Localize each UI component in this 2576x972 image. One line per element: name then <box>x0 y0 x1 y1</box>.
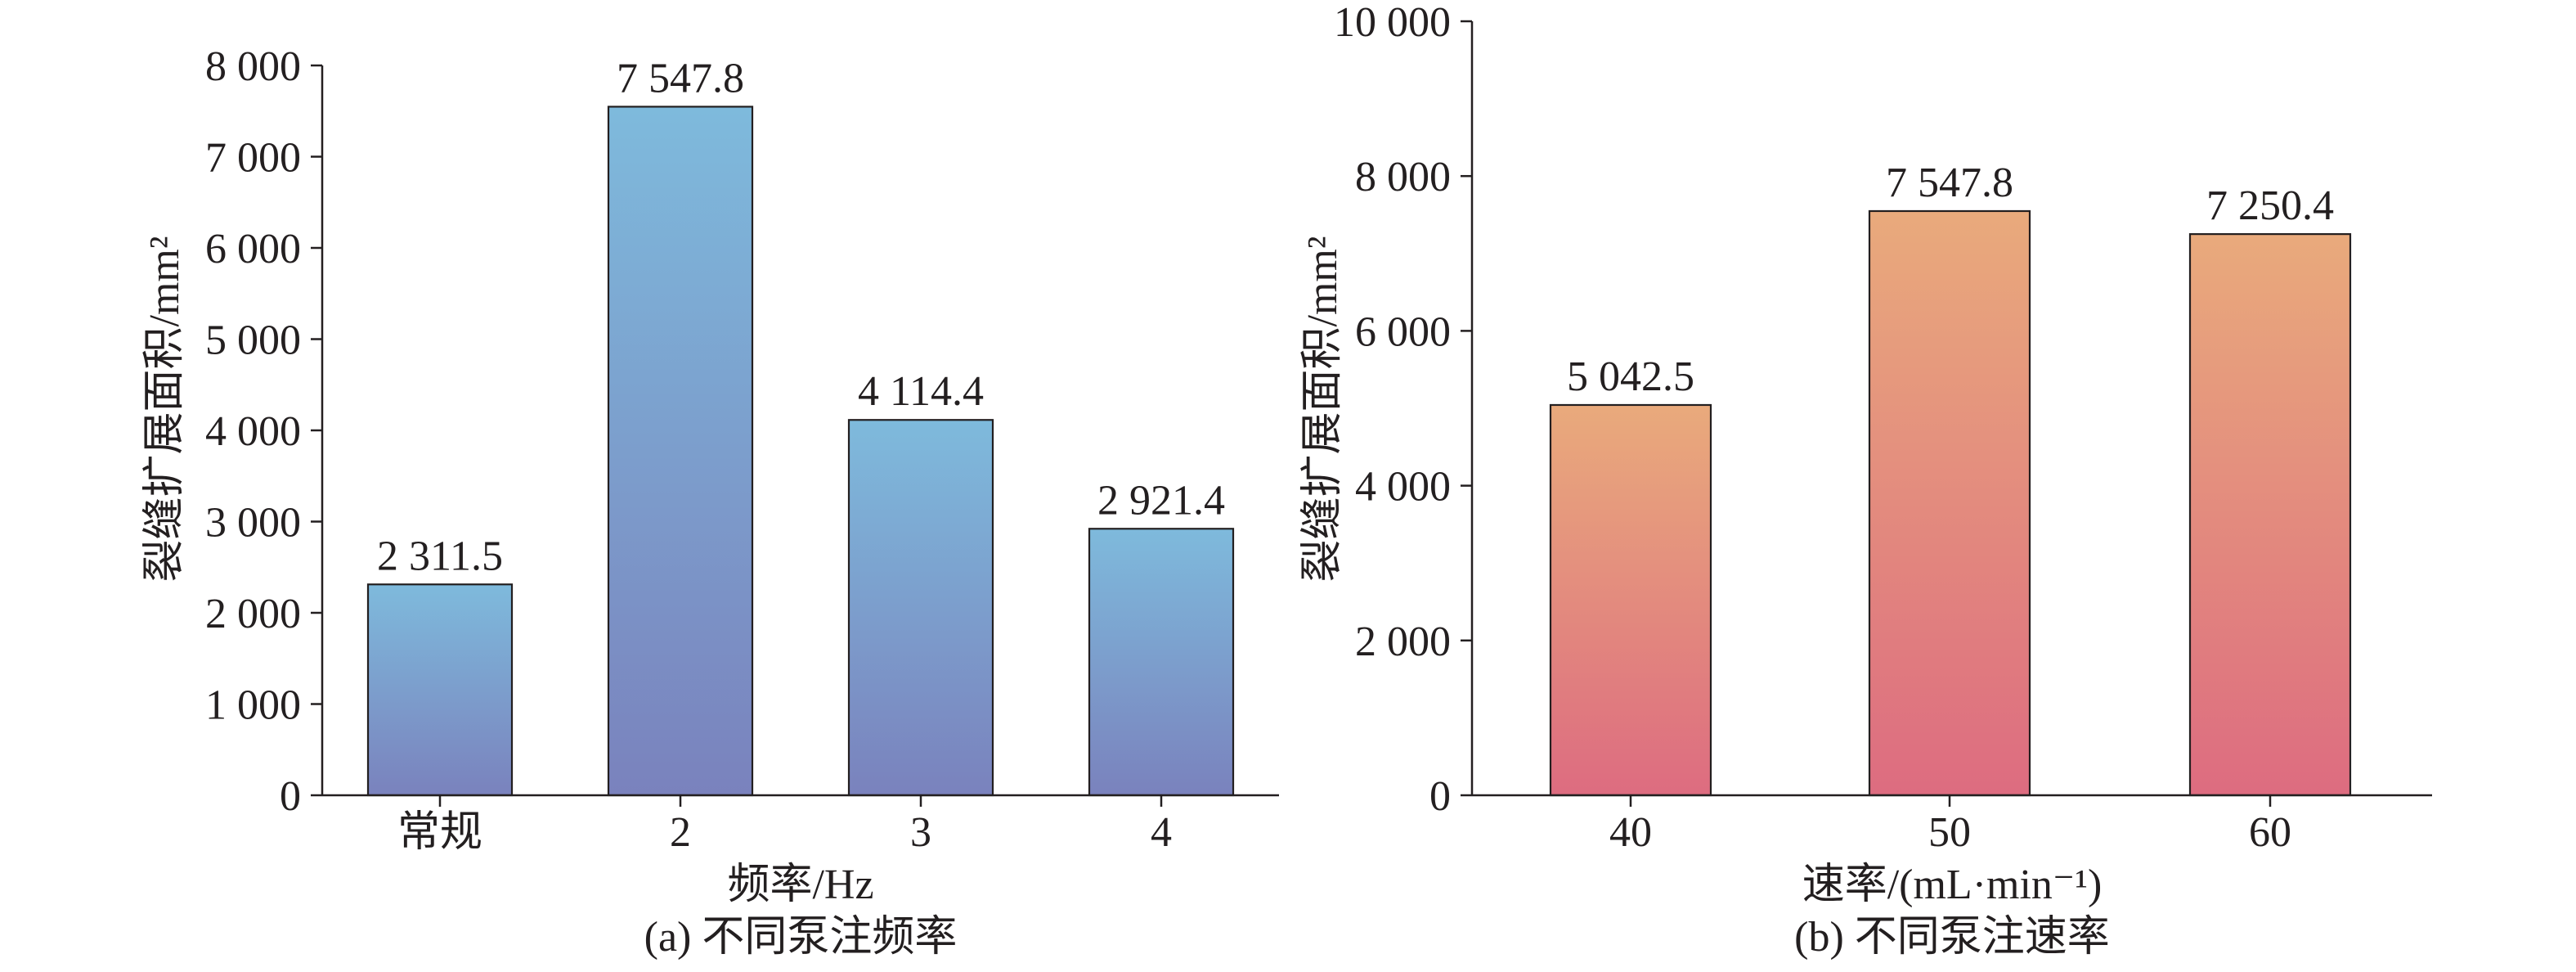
bar-value-label: 2 311.5 <box>377 533 503 579</box>
y-tick-label: 6 000 <box>1355 308 1451 355</box>
bar <box>1088 528 1235 797</box>
chart-caption: (b) 不同泵注速率 <box>1794 914 2110 961</box>
x-tick-label: 3 <box>910 809 931 856</box>
x-tick-label: 常规 <box>397 809 482 856</box>
x-tick-label: 50 <box>1928 809 1971 856</box>
y-tick-label: 10 000 <box>1334 0 1451 46</box>
x-tick-label: 2 <box>670 809 691 856</box>
chart-caption: (a) 不同泵注频率 <box>644 914 958 961</box>
x-tick-label: 60 <box>2249 809 2291 856</box>
x-axis-title: 速率/(mL·min⁻¹) <box>1802 862 2103 908</box>
x-tick-label: 40 <box>1609 809 1652 856</box>
y-axis-title: 裂缝扩展面积/mm² <box>1299 236 1346 583</box>
bar-value-label: 4 114.4 <box>858 368 984 415</box>
bar-value-label: 7 547.8 <box>617 55 744 101</box>
bar-value-label: 5 042.5 <box>1567 353 1694 400</box>
x-axis-title: 频率/Hz <box>727 862 873 908</box>
bar-value-label: 7 250.4 <box>2206 182 2334 229</box>
y-tick-label: 4 000 <box>1355 464 1451 511</box>
y-tick-label: 7 000 <box>205 135 301 182</box>
y-tick-label: 2 000 <box>205 591 301 637</box>
y-tick-label: 0 <box>280 773 301 820</box>
y-tick-label: 0 <box>1429 773 1451 820</box>
pump-rate-chart: 5 042.5 40 7 547.8 50 7 250.4 60 0 2 000 4 000 6 … <box>1299 0 2432 961</box>
y-tick-label: 4 000 <box>205 408 301 455</box>
bar <box>1868 209 2031 797</box>
bar <box>2188 233 2352 797</box>
bar <box>847 419 994 797</box>
y-tick-label: 5 000 <box>205 317 301 364</box>
y-tick-label: 3 000 <box>205 500 301 547</box>
y-tick-label: 8 000 <box>205 43 301 90</box>
pump-frequency-chart: 2 311.5 常规 7 547.8 2 4 114.4 3 2 921.4 4 0 1 000 2… <box>141 43 1279 961</box>
bar-value-label: 2 921.4 <box>1097 477 1225 524</box>
x-tick-label: 4 <box>1151 809 1172 856</box>
bar <box>1549 403 1712 797</box>
bar <box>607 106 754 797</box>
bar-value-label: 7 547.8 <box>1886 160 2013 206</box>
bar <box>366 583 514 797</box>
y-tick-label: 8 000 <box>1355 154 1451 200</box>
y-tick-label: 2 000 <box>1355 619 1451 665</box>
y-axis-title: 裂缝扩展面积/mm² <box>141 236 188 583</box>
y-tick-label: 6 000 <box>205 226 301 272</box>
y-tick-label: 1 000 <box>205 682 301 729</box>
